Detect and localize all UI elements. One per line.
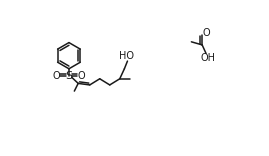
- Text: O: O: [202, 28, 210, 38]
- Text: HO: HO: [119, 51, 134, 61]
- Text: O: O: [53, 71, 61, 81]
- Text: S: S: [65, 71, 73, 81]
- Text: OH: OH: [200, 53, 215, 63]
- Text: O: O: [77, 71, 85, 81]
